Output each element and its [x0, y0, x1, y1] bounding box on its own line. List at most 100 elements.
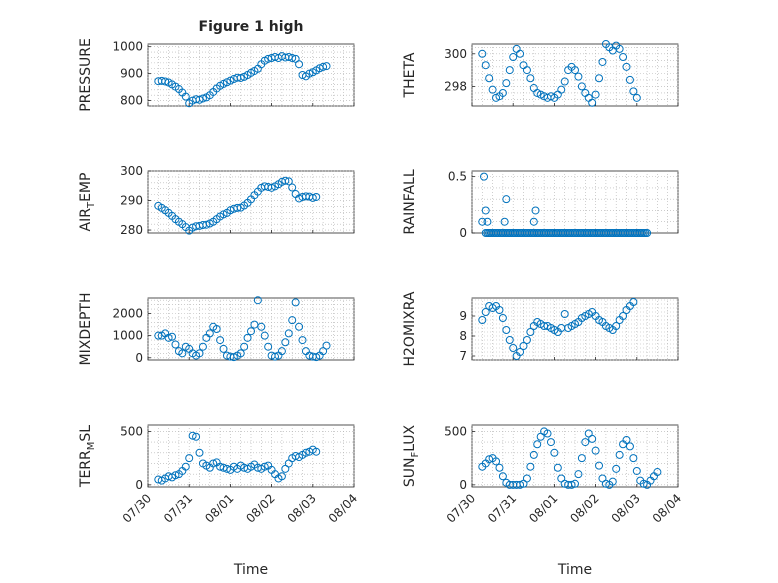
y-tick-label: 0	[135, 478, 143, 492]
data-point	[632, 93, 641, 102]
data-point	[271, 352, 280, 361]
y-axis-label: TERRMSL	[78, 425, 97, 488]
data-point	[164, 333, 173, 342]
data-point	[643, 229, 652, 237]
data-point	[622, 435, 631, 444]
data-point	[595, 74, 604, 83]
y-tick-label: 0.5	[448, 170, 467, 184]
data-point	[615, 44, 624, 53]
y-tick-label: 280	[120, 223, 143, 237]
data-point	[202, 220, 211, 229]
y-axis-label: SUNFLUX	[402, 424, 421, 487]
data-point	[322, 62, 331, 71]
data-point	[212, 325, 221, 333]
data-point	[195, 448, 204, 457]
data-point	[480, 172, 489, 181]
data-point	[322, 341, 331, 350]
data-point	[295, 322, 304, 331]
data-point	[236, 73, 245, 82]
data-point	[298, 336, 307, 345]
data-point	[653, 468, 662, 477]
data-point	[264, 342, 273, 351]
data-point	[308, 193, 317, 202]
data-point	[560, 310, 569, 318]
data-point	[233, 203, 242, 212]
data-point	[612, 464, 621, 473]
data-point	[567, 480, 576, 489]
data-point	[546, 438, 555, 447]
x-tick-label: 08/02	[243, 491, 277, 525]
data-point	[291, 298, 300, 307]
y-axis-label: THETA	[402, 52, 418, 98]
x-tick-label: 08/03	[609, 491, 643, 525]
data-point	[629, 454, 638, 463]
x-tick-label: 08/04	[326, 491, 360, 525]
data-point	[522, 66, 531, 75]
y-axis-label: H2OMIXRA	[402, 291, 418, 366]
data-point	[247, 327, 255, 336]
data-point	[312, 192, 321, 201]
y-tick-label: 7	[459, 349, 467, 363]
data-point	[295, 60, 304, 69]
data-point	[608, 477, 617, 486]
figure-title: Figure 1 high	[199, 19, 304, 35]
data-point	[574, 72, 583, 81]
data-point	[591, 446, 600, 455]
y-tick-label: 2000	[112, 307, 143, 321]
data-point	[188, 431, 197, 440]
x-tick-label: 08/03	[285, 491, 319, 525]
data-point	[526, 328, 535, 336]
data-point	[543, 429, 552, 438]
data-point	[531, 206, 540, 215]
data-point	[505, 336, 514, 344]
y-tick-label: 0	[459, 226, 467, 240]
data-point	[168, 332, 177, 341]
data-point	[632, 466, 641, 475]
x-tick-label: 08/02	[567, 491, 601, 525]
data-point	[481, 308, 490, 316]
data-point	[619, 312, 628, 320]
data-point	[319, 62, 328, 71]
data-point	[516, 49, 525, 58]
data-point	[171, 340, 180, 349]
y-tick-label: 298	[444, 79, 467, 93]
y-tick-label: 900	[120, 67, 143, 81]
data-point	[526, 462, 535, 471]
data-point	[243, 333, 252, 342]
data-point	[181, 92, 190, 101]
data-point	[625, 75, 634, 84]
data-point	[629, 87, 638, 96]
data-point	[560, 77, 569, 86]
data-point	[478, 49, 487, 58]
y-tick-label: 500	[444, 424, 467, 438]
data-point	[284, 329, 293, 338]
panel-h2omixra: 7 8 9 H2OMIXRA	[402, 291, 679, 367]
data-point	[185, 454, 194, 463]
y-tick-label: 0	[459, 478, 467, 492]
data-point	[529, 217, 538, 226]
data-point	[495, 306, 504, 314]
data-point	[629, 298, 638, 306]
data-point	[533, 440, 542, 449]
y-axis-label: PRESSURE	[78, 38, 94, 112]
data-point	[236, 349, 245, 358]
data-point	[483, 217, 492, 226]
data-point	[612, 322, 621, 330]
data-point	[498, 88, 507, 97]
data-point	[288, 54, 297, 63]
panel-mixdepth: 0 1000 2000 MIXDEPTH	[78, 293, 355, 365]
data-point	[577, 454, 586, 463]
x-axis-label: Time	[233, 562, 268, 578]
panel-theta: 298 300 THETA	[402, 40, 679, 107]
data-point	[509, 344, 518, 352]
data-point	[178, 349, 187, 358]
data-point	[281, 176, 290, 185]
data-point	[492, 457, 501, 466]
y-tick-label: 500	[120, 424, 143, 438]
data-point	[195, 95, 204, 104]
data-point	[550, 448, 559, 457]
data-point	[502, 195, 511, 204]
y-axis-label: RAINFALL	[402, 169, 418, 234]
panel-sun_flux: 0 500 SUNFLUX 07/30 07/31 08/01 08/02 08/03 08/0…	[402, 424, 684, 578]
